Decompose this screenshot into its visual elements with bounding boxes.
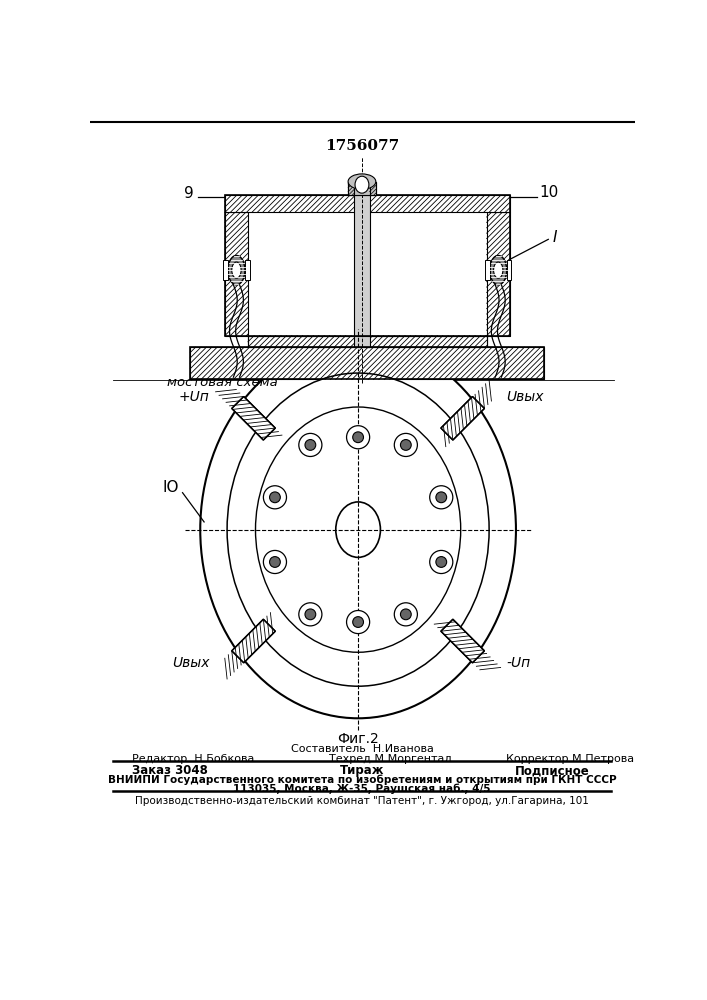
Text: Производственно-издательский комбинат "Патент", г. Ужгород, ул.Гагарина, 101: Производственно-издательский комбинат "П… <box>135 796 589 806</box>
Text: Uвых: Uвых <box>506 390 544 404</box>
Circle shape <box>305 440 316 450</box>
Bar <box>245 260 250 280</box>
Bar <box>190 347 544 379</box>
Text: Заказ 3048: Заказ 3048 <box>132 764 209 777</box>
Ellipse shape <box>355 176 369 193</box>
Circle shape <box>299 603 322 626</box>
Text: Фиг.2: Фиг.2 <box>337 732 379 746</box>
Circle shape <box>395 603 417 626</box>
Bar <box>190 347 544 379</box>
Bar <box>248 336 486 347</box>
Circle shape <box>430 550 452 574</box>
Text: 113035, Москва, Ж-35, Раушская наб., 4/5: 113035, Москва, Ж-35, Раушская наб., 4/5 <box>233 784 491 794</box>
Bar <box>225 195 510 336</box>
Circle shape <box>430 486 452 509</box>
Ellipse shape <box>336 502 380 557</box>
Polygon shape <box>232 619 275 663</box>
Polygon shape <box>232 396 275 440</box>
Polygon shape <box>490 256 507 285</box>
Bar <box>225 195 510 212</box>
Text: IO: IO <box>163 480 180 495</box>
Circle shape <box>400 440 411 450</box>
Text: мостовая схема: мостовая схема <box>167 376 278 389</box>
Bar <box>485 260 490 280</box>
Bar <box>486 212 510 336</box>
Polygon shape <box>228 256 245 285</box>
Circle shape <box>305 609 316 620</box>
Circle shape <box>395 433 417 456</box>
Circle shape <box>400 609 411 620</box>
Ellipse shape <box>255 407 461 652</box>
Ellipse shape <box>200 341 516 718</box>
Circle shape <box>353 617 363 627</box>
Bar <box>248 336 486 347</box>
Circle shape <box>346 610 370 634</box>
Circle shape <box>269 557 281 567</box>
Polygon shape <box>441 619 484 663</box>
Bar <box>348 182 354 195</box>
Circle shape <box>436 557 447 567</box>
Text: Корректор М.Петрова: Корректор М.Петрова <box>506 754 634 764</box>
Circle shape <box>264 486 286 509</box>
Circle shape <box>436 492 447 503</box>
Bar <box>248 212 486 336</box>
Text: 1756077: 1756077 <box>325 139 399 153</box>
Bar <box>225 212 248 336</box>
Text: Тираж: Тираж <box>339 764 384 777</box>
Bar <box>354 195 370 347</box>
Circle shape <box>264 550 286 574</box>
Circle shape <box>299 433 322 456</box>
Bar <box>223 260 228 280</box>
Text: Подписное: Подписное <box>515 764 590 777</box>
Ellipse shape <box>348 174 376 189</box>
Text: +Uп: +Uп <box>179 390 210 404</box>
Text: Техред М.Моргентал: Техред М.Моргентал <box>329 754 451 764</box>
Circle shape <box>346 426 370 449</box>
Bar <box>370 182 376 195</box>
Text: Редактор  Н.Бобкова: Редактор Н.Бобкова <box>132 754 255 764</box>
Text: 10: 10 <box>539 185 559 200</box>
Bar <box>348 182 376 195</box>
Circle shape <box>353 432 363 443</box>
Text: Uвых: Uвых <box>172 656 210 670</box>
Bar <box>507 260 511 280</box>
Ellipse shape <box>232 262 241 278</box>
Text: -Uп: -Uп <box>506 656 531 670</box>
Text: 9: 9 <box>184 186 194 201</box>
Circle shape <box>269 492 281 503</box>
Ellipse shape <box>227 373 489 686</box>
Ellipse shape <box>493 262 503 278</box>
Polygon shape <box>441 396 484 440</box>
Text: I: I <box>553 230 557 245</box>
Text: Составитель  Н.Иванова: Составитель Н.Иванова <box>291 744 433 754</box>
Text: ВНИИПИ Государственного комитета по изобретениям и открытиям при ГКНТ СССР: ВНИИПИ Государственного комитета по изоб… <box>107 774 617 785</box>
